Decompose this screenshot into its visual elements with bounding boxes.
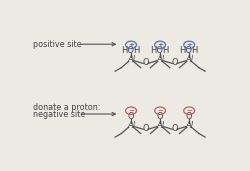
Text: HOH: HOH xyxy=(180,46,199,55)
Text: O: O xyxy=(157,112,164,121)
Text: −: − xyxy=(186,108,192,114)
Text: +: + xyxy=(186,42,192,48)
Text: +: + xyxy=(157,42,163,48)
Text: HOH: HOH xyxy=(121,46,141,55)
Text: Al: Al xyxy=(127,55,135,64)
Text: Al: Al xyxy=(185,121,193,130)
Text: donate a proton:: donate a proton: xyxy=(33,103,100,112)
Text: Al: Al xyxy=(156,121,164,130)
Text: O: O xyxy=(128,112,134,121)
Text: O: O xyxy=(171,58,178,67)
Text: O: O xyxy=(171,124,178,133)
Text: O: O xyxy=(142,124,149,133)
Text: Al: Al xyxy=(127,121,135,130)
Text: −: − xyxy=(128,108,134,114)
Text: negative site: negative site xyxy=(33,109,86,119)
Text: −: − xyxy=(157,108,163,114)
Text: +: + xyxy=(128,42,134,48)
Text: Al: Al xyxy=(185,55,193,64)
Text: Al: Al xyxy=(156,55,164,64)
Text: O: O xyxy=(142,58,149,67)
Text: positive site: positive site xyxy=(33,40,82,49)
Text: O: O xyxy=(186,112,192,121)
Text: HOH: HOH xyxy=(150,46,170,55)
